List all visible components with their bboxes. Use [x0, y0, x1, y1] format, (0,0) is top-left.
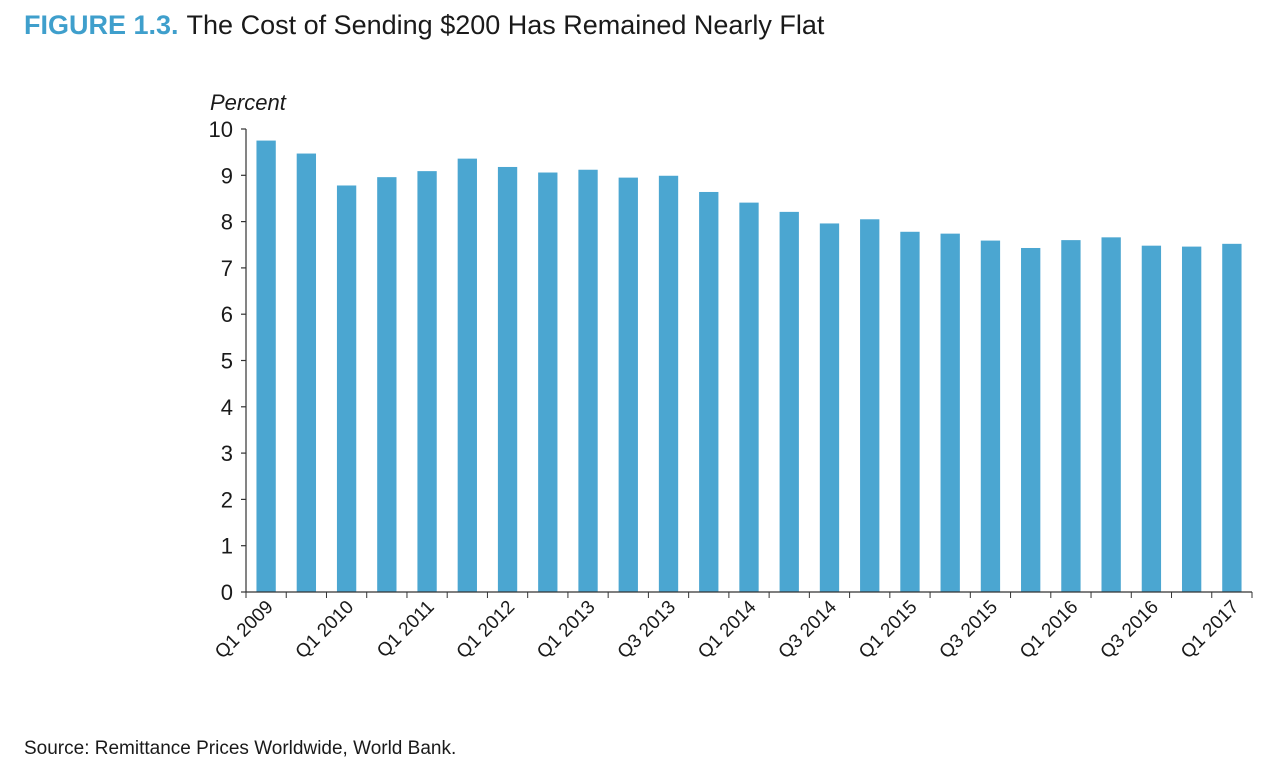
bar: [980, 240, 1001, 592]
bar: [336, 185, 357, 592]
x-tick-label: Q1 2012: [453, 597, 519, 663]
x-axis: Q1 2009 Q1 2010 Q1 2011 Q1 2012 Q1 2013 Q3 20…: [211, 591, 1253, 663]
bar: [699, 191, 719, 592]
bar: [377, 177, 397, 593]
bar: [1222, 243, 1242, 592]
y-tick-label: 0: [221, 580, 233, 605]
x-tick-label: Q1 2009: [211, 597, 277, 663]
x-tick-label: Q1 2015: [855, 597, 921, 663]
y-tick-label: 10: [209, 117, 233, 142]
figure-title-text: The Cost of Sending $200 Has Remained Ne…: [186, 10, 825, 40]
y-tick-label: 2: [221, 487, 233, 512]
bar: [779, 211, 799, 592]
bar: [538, 172, 558, 592]
bar: [417, 171, 437, 592]
y-axis: 0 1 2 3 4 5 6 7 8 9 10: [209, 117, 247, 605]
bar: [497, 166, 518, 592]
x-tick-label: Q3 2014: [775, 596, 842, 663]
bar: [860, 219, 880, 592]
source-note: Source: Remittance Prices Worldwide, Wor…: [24, 738, 457, 759]
bar: [900, 231, 920, 592]
y-tick-label: 7: [221, 256, 233, 281]
bar: [578, 169, 598, 592]
bars: [256, 140, 1242, 593]
bar: [819, 223, 840, 592]
x-tick-label: Q1 2017: [1177, 597, 1243, 663]
bar: [940, 233, 960, 592]
bar: [1061, 240, 1081, 592]
bar: [1101, 237, 1121, 593]
x-tick-label: Q1 2010: [292, 597, 358, 663]
bar: [618, 177, 638, 593]
x-tick-label: Q3 2013: [614, 597, 680, 663]
figure-label: FIGURE 1.3.: [24, 10, 179, 40]
x-tick-label: Q3 2016: [1097, 597, 1163, 663]
bar: [739, 202, 759, 592]
x-tick-label: Q3 2015: [936, 597, 1002, 663]
bar: [1181, 246, 1202, 593]
y-tick-label: 5: [221, 349, 233, 374]
bar: [296, 153, 317, 592]
y-tick-label: 8: [221, 210, 233, 235]
x-tick-label: Q1 2016: [1016, 597, 1082, 663]
figure-title: FIGURE 1.3. The Cost of Sending $200 Has …: [24, 10, 824, 41]
bar: [1021, 247, 1041, 592]
y-tick-label: 4: [221, 395, 233, 420]
y-axis-label: Percent: [210, 90, 287, 115]
x-tick-label: Q1 2014: [694, 596, 761, 663]
x-tick-label: Q1 2011: [373, 597, 438, 662]
x-tick-label: Q1 2013: [533, 597, 599, 663]
bar: [658, 175, 679, 592]
bar: [1141, 245, 1162, 592]
y-tick-label: 9: [221, 163, 233, 188]
bar: [256, 140, 276, 592]
y-tick-label: 1: [221, 534, 233, 559]
bar: [457, 158, 477, 592]
y-tick-label: 6: [221, 302, 233, 327]
y-tick-label: 3: [221, 441, 233, 466]
